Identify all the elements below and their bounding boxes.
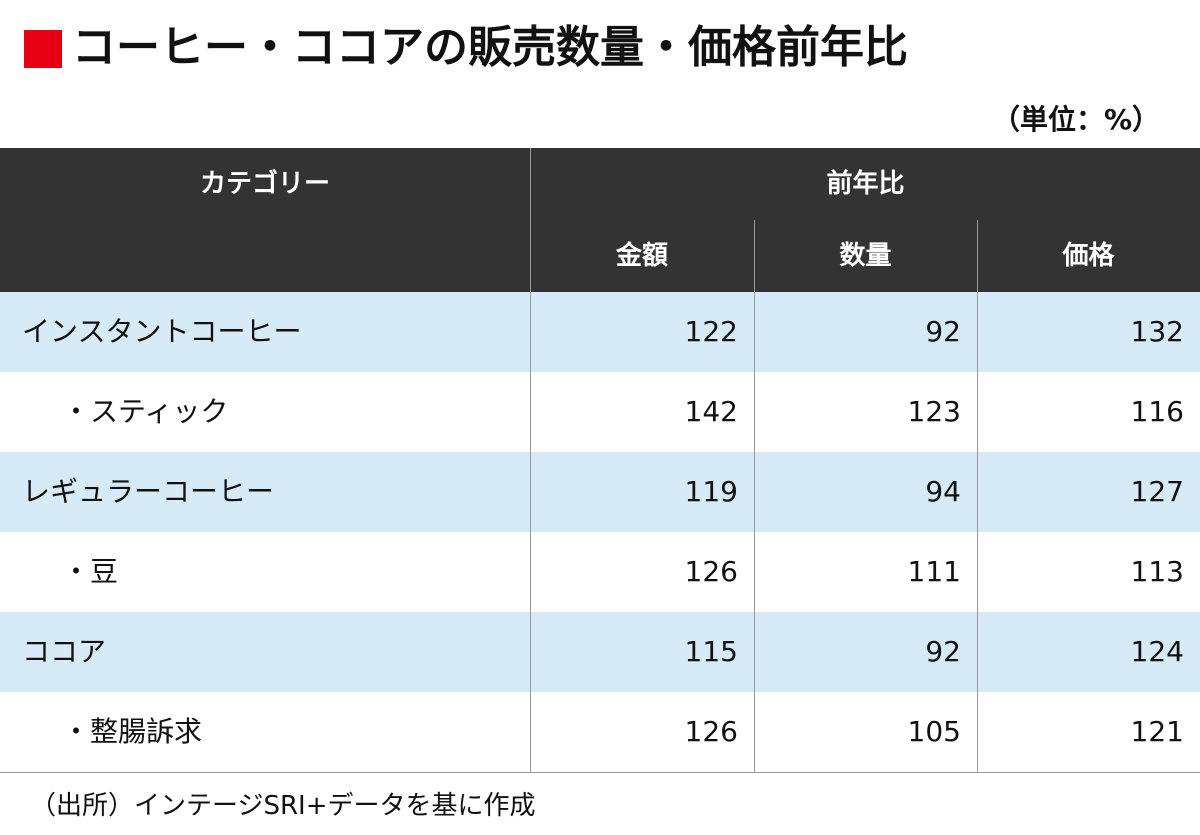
cell-value: 127 <box>1130 475 1184 508</box>
cell-value: 122 <box>684 315 738 348</box>
unit-note: （単位：%） <box>991 103 1160 136</box>
divider <box>530 148 531 292</box>
table-bottom-border <box>0 772 1200 773</box>
table-header: カテゴリー 前年比 金額 数量 価格 <box>0 148 1200 292</box>
cell-value: 115 <box>684 635 738 668</box>
category-header: カテゴリー <box>199 169 330 199</box>
group-header: 前年比 <box>826 169 905 199</box>
cell-value: 119 <box>684 475 738 508</box>
table-row: ココア 115 92 124 <box>0 612 1200 692</box>
cell-value: 126 <box>684 555 738 588</box>
title-mark <box>24 30 62 68</box>
table-row: インスタントコーヒー 122 92 132 <box>0 292 1200 372</box>
cell-value: 132 <box>1130 315 1184 348</box>
table-row: ・スティック 142 123 116 <box>0 372 1200 452</box>
divider <box>977 220 978 292</box>
column-header: 数量 <box>839 241 892 271</box>
row-label: インスタントコーヒー <box>22 315 302 348</box>
row-label: ・整腸訴求 <box>62 715 203 748</box>
table-row: レギュラーコーヒー 119 94 127 <box>0 452 1200 532</box>
divider <box>530 292 531 772</box>
row-label: ・スティック <box>62 395 229 428</box>
divider <box>754 292 755 772</box>
table-row: ・豆 126 111 113 <box>0 532 1200 612</box>
cell-value: 105 <box>907 715 961 748</box>
cell-value: 113 <box>1130 555 1184 588</box>
row-label: ・豆 <box>62 555 119 588</box>
row-label: レギュラーコーヒー <box>22 475 275 508</box>
cell-value: 92 <box>925 315 961 348</box>
row-label: ココア <box>22 635 107 668</box>
cell-value: 126 <box>684 715 738 748</box>
table-row: ・整腸訴求 126 105 121 <box>0 692 1200 772</box>
cell-value: 116 <box>1130 395 1184 428</box>
column-header: 価格 <box>1062 241 1115 271</box>
cell-value: 111 <box>907 555 961 588</box>
divider <box>754 220 755 292</box>
cell-value: 123 <box>907 395 961 428</box>
cell-value: 142 <box>684 395 738 428</box>
source-note: （出所）インテージSRI+データを基に作成 <box>30 791 536 821</box>
cell-value: 121 <box>1130 715 1184 748</box>
cell-value: 92 <box>925 635 961 668</box>
divider <box>977 292 978 772</box>
cell-value: 124 <box>1130 635 1184 668</box>
column-header: 金額 <box>615 241 668 271</box>
title: コーヒー・ココアの販売数量・価格前年比 <box>72 22 908 73</box>
cell-value: 94 <box>925 475 961 508</box>
